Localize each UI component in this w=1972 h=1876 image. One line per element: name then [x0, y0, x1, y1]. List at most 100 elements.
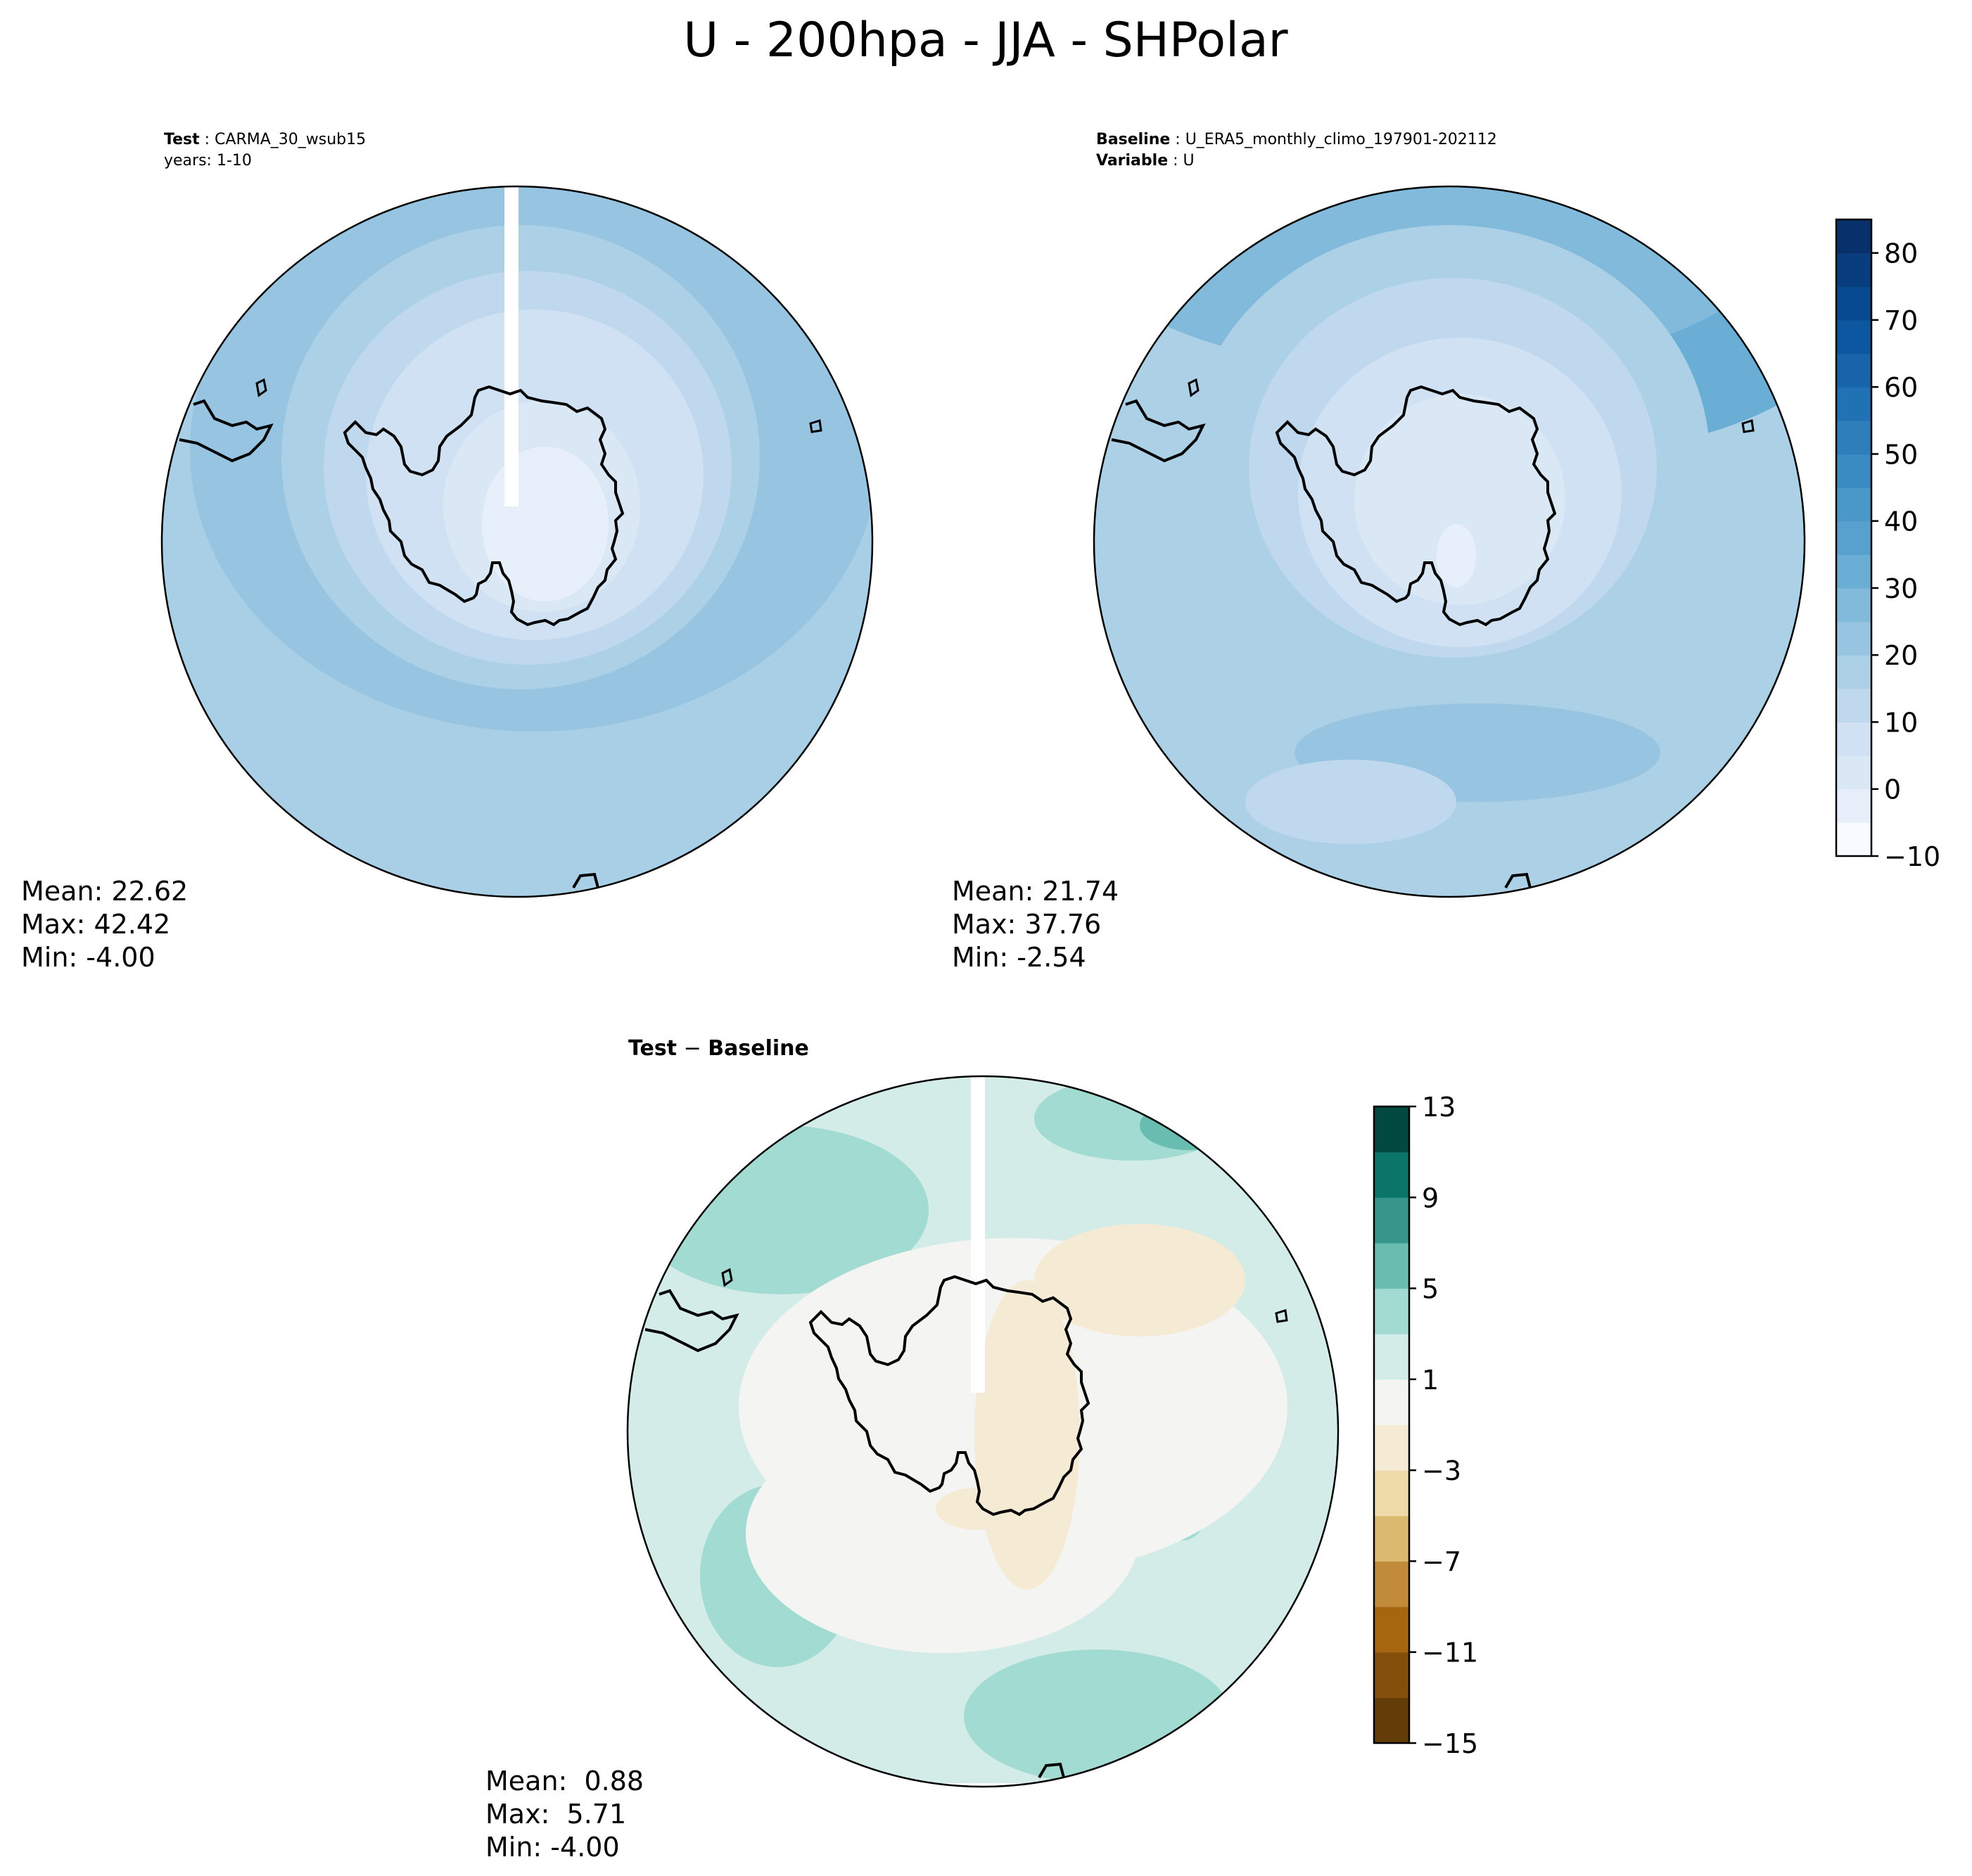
panel-test-sublabel: years: 1-10 — [164, 152, 252, 170]
colorbar-band — [1836, 655, 1871, 689]
colorbar-tick-label: 50 — [1884, 439, 1918, 470]
colorbar-frame — [1373, 1105, 1411, 1744]
panel-difference-stat-min: Min: -4.00 — [485, 1832, 620, 1863]
panel-test-stat-max: Max: 42.42 — [21, 909, 170, 940]
colorbar-tick-label: 60 — [1884, 372, 1918, 403]
colorbar-band — [1836, 688, 1871, 723]
panel-baseline-sublabel: Variable : U — [1096, 152, 1195, 170]
colorbar-tick-label: 40 — [1884, 506, 1918, 537]
panel-test-label-sep: : — [200, 131, 215, 148]
map-difference — [628, 1076, 1337, 1783]
coastline — [644, 1289, 739, 1353]
panel-baseline-label-key: Baseline — [1096, 131, 1170, 148]
colorbar-band — [1836, 822, 1871, 857]
colorbar-band — [1836, 621, 1871, 656]
panel-test-stat-min: Min: -4.00 — [21, 942, 155, 973]
colorbar-band — [1836, 587, 1871, 623]
colorbar-band — [1374, 1697, 1409, 1744]
coastline — [1504, 872, 1532, 889]
map-boundary — [160, 185, 874, 898]
figure-title: U - 200hpa - JJA - SHPolar — [683, 13, 1287, 68]
panel-baseline-sublabel-key: Variable — [1096, 152, 1168, 170]
contour-band — [1354, 394, 1565, 605]
panel-difference: Test − Baseline Mean: 0.88 Max: 5.71 Min… — [485, 1036, 1340, 1863]
colorbar-tick-label: 9 — [1422, 1182, 1439, 1213]
colorbar-band — [1836, 286, 1871, 321]
panel-test-label: Test : CARMA_30_wsub15 — [164, 131, 366, 148]
panel-baseline-label-value: U_ERA5_monthly_climo_197901-202112 — [1185, 131, 1497, 148]
colorbar-tick-label: −10 — [1884, 841, 1940, 872]
contour-band — [1034, 1076, 1231, 1161]
panel-difference-label-op: − — [677, 1036, 708, 1061]
panel-test: Test : CARMA_30_wsub15 years: 1-10 Mean:… — [21, 131, 874, 973]
coastline — [179, 399, 274, 463]
coastline — [721, 1268, 733, 1287]
colorbar-band — [1374, 1106, 1409, 1153]
colorbar-tick-label: 0 — [1884, 774, 1901, 805]
colorbar-band — [1374, 1561, 1409, 1607]
colorbar-band — [1374, 1652, 1409, 1698]
panel-baseline-sublabel-value: U — [1183, 152, 1195, 170]
colorbar-band — [1836, 521, 1871, 555]
coastline — [572, 872, 599, 889]
panel-baseline-label-sep: : — [1170, 131, 1185, 148]
panel-baseline: Baseline : U_ERA5_monthly_climo_197901-2… — [952, 131, 1806, 973]
colorbar-band — [1836, 253, 1871, 287]
missing-data-seam — [504, 186, 519, 506]
colorbar-tick-label: −3 — [1422, 1455, 1461, 1486]
colorbar-band — [1836, 487, 1871, 522]
colorbar-tick-label: 20 — [1884, 640, 1918, 671]
colorbar-band — [1374, 1379, 1409, 1426]
map-boundary — [1093, 185, 1806, 898]
colorbar-band — [1374, 1515, 1409, 1562]
colorbar-band — [1836, 755, 1871, 790]
colorbar-band — [1836, 387, 1871, 421]
coastline — [255, 378, 267, 397]
colorbar-band — [1836, 420, 1871, 455]
contour-band — [964, 1650, 1231, 1783]
missing-data-seam — [971, 1076, 985, 1393]
colorbar-tick-label: 1 — [1422, 1365, 1439, 1396]
coastline — [1188, 378, 1200, 397]
colorbar-frame — [1835, 218, 1873, 857]
colorbar-band — [1374, 1424, 1409, 1471]
panel-test-label-key: Test — [164, 131, 200, 148]
panel-difference-label-key: Test — [628, 1036, 677, 1061]
map-baseline — [1094, 186, 1805, 897]
panel-test-stat-mean: Mean: 22.62 — [21, 876, 188, 907]
colorbar-band — [1374, 1197, 1409, 1244]
colorbar-tick-label: 30 — [1884, 573, 1918, 604]
coastline — [1111, 399, 1206, 463]
colorbar-band — [1374, 1242, 1409, 1289]
colorbar-band — [1836, 554, 1871, 589]
panel-baseline-label: Baseline : U_ERA5_monthly_climo_197901-2… — [1096, 131, 1497, 148]
colorbar-tick-label: 5 — [1422, 1274, 1439, 1305]
coastline — [809, 419, 822, 433]
colorbar-band — [1374, 1470, 1409, 1517]
colorbar-band — [1374, 1607, 1409, 1653]
colorbar-band — [1836, 219, 1871, 254]
contour-band — [936, 1488, 1020, 1530]
colorbar-band — [1836, 454, 1871, 488]
contour-band — [974, 1280, 1080, 1590]
colorbar-tick-label: 10 — [1884, 707, 1918, 738]
panel-baseline-stat-max: Max: 37.76 — [952, 909, 1101, 940]
map-boundary — [626, 1075, 1340, 1788]
colorbar-band — [1836, 319, 1871, 355]
contour-band — [1034, 1224, 1245, 1336]
colorbar-tick-label: 80 — [1884, 238, 1918, 269]
colorbar-diff: −15 −11 −7 −3 1 5 9 13 — [1373, 1092, 1478, 1759]
colorbar-tick-label: −11 — [1422, 1638, 1478, 1668]
colorbar-band — [1836, 353, 1871, 388]
colorbar-main: −10 0 10 20 30 40 50 60 70 80 — [1835, 218, 1940, 872]
colorbar-tick-label: −7 — [1422, 1546, 1461, 1577]
contour-band — [1437, 524, 1476, 587]
panel-baseline-stat-mean: Mean: 21.74 — [952, 876, 1119, 907]
panel-baseline-sublabel-sep: : — [1168, 152, 1183, 170]
colorbar-tick-label: 13 — [1422, 1092, 1456, 1123]
colorbar-band — [1836, 722, 1871, 756]
panel-test-label-value: CARMA_30_wsub15 — [215, 131, 366, 148]
colorbar-band — [1374, 1151, 1409, 1198]
colorbar-tick-label: 70 — [1884, 305, 1918, 336]
